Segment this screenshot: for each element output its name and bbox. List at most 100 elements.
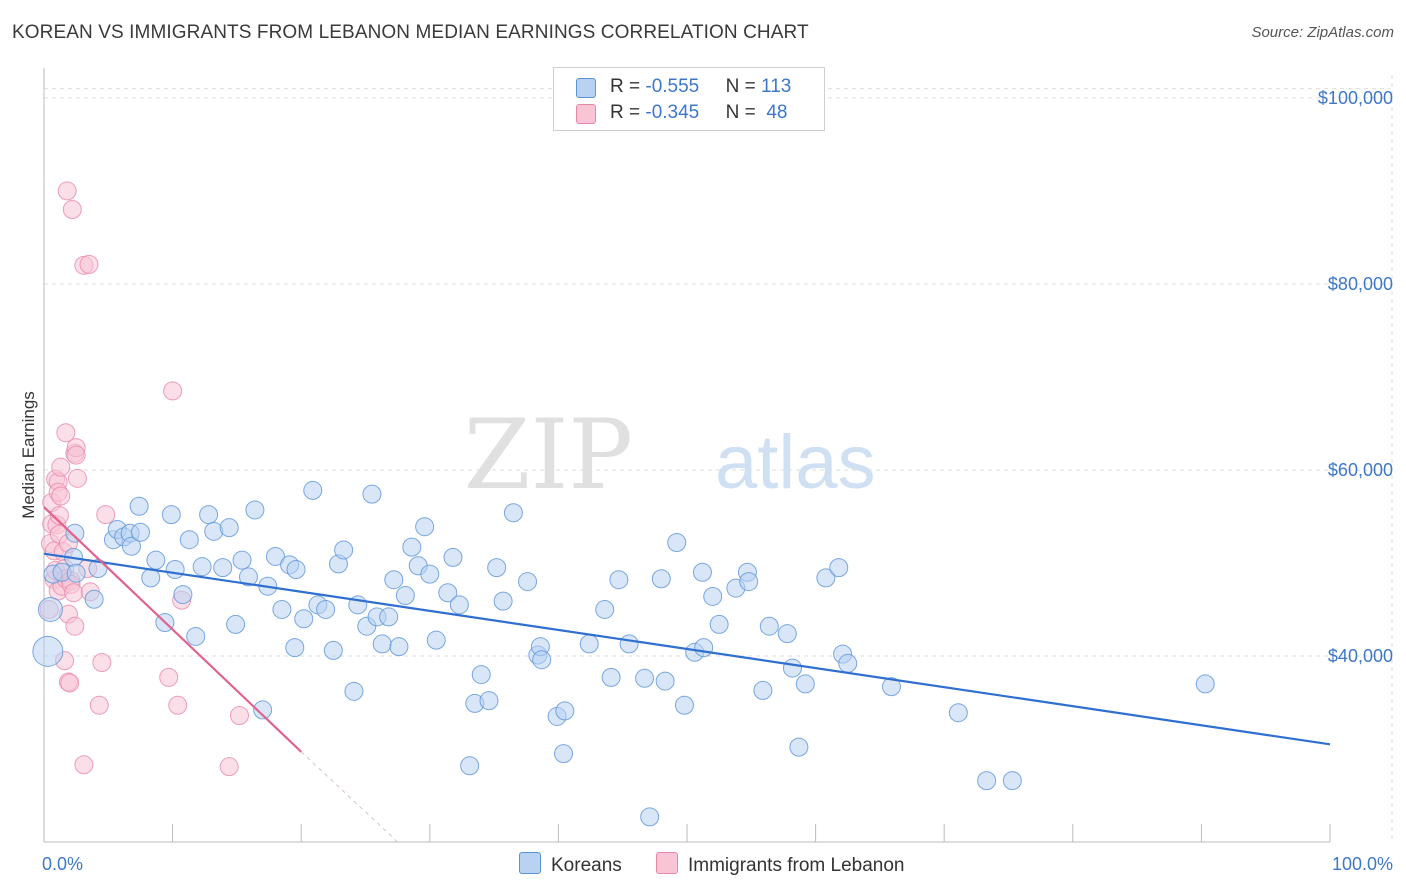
legend-r-label: R = <box>610 76 646 97</box>
korean-point <box>253 700 273 720</box>
korean-point <box>655 671 675 691</box>
korean-point <box>379 607 399 627</box>
lebanon-point <box>89 695 109 715</box>
korean-point <box>667 533 687 553</box>
korean-point <box>344 681 364 701</box>
korean-point <box>554 744 574 764</box>
korean-point <box>795 674 815 694</box>
korean-point <box>651 569 671 589</box>
korean-point <box>829 558 849 578</box>
lebanon-point <box>56 423 76 443</box>
lebanon-point <box>60 673 80 693</box>
y-tick-label: $80,000 <box>1328 274 1393 294</box>
korean-point <box>503 503 523 523</box>
korean-point <box>219 518 239 538</box>
korean-point <box>782 658 802 678</box>
x-tick-label-min: 0.0% <box>42 854 83 874</box>
korean-point <box>709 614 729 634</box>
korean-point <box>303 480 323 500</box>
korean-point <box>487 558 507 578</box>
watermark: ZIP atlas <box>464 399 876 511</box>
korean-point <box>739 572 759 592</box>
legend-n-label: N = <box>725 76 762 97</box>
korean-point <box>838 653 858 673</box>
korean-point <box>286 559 306 579</box>
korean-point <box>323 640 343 660</box>
korean-point <box>449 595 469 615</box>
korean-point <box>265 546 285 566</box>
korean-point <box>977 771 997 791</box>
lebanon-point <box>229 706 249 726</box>
lebanon-point <box>51 486 71 506</box>
korean-point <box>129 496 149 516</box>
lebanon-trend-line <box>43 506 302 753</box>
legend-swatch-koreans <box>576 78 596 98</box>
lebanon-point <box>96 505 116 525</box>
watermark-zip: ZIP <box>464 399 633 511</box>
legend: R = -0.555 N = 113 R = -0.345 N = 48 <box>553 67 825 131</box>
bottom-legend-swatch-koreans <box>519 852 541 874</box>
korean-point <box>213 558 233 578</box>
korean-point <box>285 638 305 658</box>
lebanon-point <box>51 457 71 477</box>
korean-trend-line <box>43 552 1331 746</box>
korean-point <box>595 599 615 619</box>
korean-point <box>238 567 258 587</box>
source-label: Source: ZipAtlas.com <box>1251 24 1394 41</box>
korean-point <box>130 522 150 542</box>
korean-point <box>555 701 575 721</box>
korean-point <box>460 756 480 776</box>
korean-point <box>415 517 435 537</box>
korean-point <box>692 562 712 582</box>
korean-point <box>179 530 199 550</box>
korean-point <box>640 807 660 827</box>
korean-point <box>426 630 446 650</box>
korean-point <box>226 614 246 634</box>
y-tick-label: $100,000 <box>1318 88 1393 108</box>
trend-lines <box>43 506 1331 843</box>
lebanon-trend-extension <box>300 751 398 843</box>
korean-point <box>759 616 779 636</box>
korean-point <box>518 572 538 592</box>
korean-point <box>84 589 104 609</box>
korean-point <box>1195 674 1215 694</box>
lebanon-point <box>57 181 77 201</box>
korean-point <box>389 637 409 657</box>
chart-title: KOREAN VS IMMIGRANTS FROM LEBANON MEDIAN… <box>12 22 809 43</box>
korean-point <box>316 599 336 619</box>
tick-labels: $40,000 $60,000 $80,000 $100,000 0.0% 100.0% <box>42 88 1393 874</box>
korean-point <box>619 634 639 654</box>
korean-point <box>753 680 773 700</box>
legend-r-value-koreans: -0.555 <box>645 76 700 97</box>
korean-point <box>245 500 265 520</box>
y-axis-label: Median Earnings <box>19 391 38 519</box>
bottom-legend-lebanon: Immigrants from Lebanon <box>656 852 905 877</box>
korean-point <box>65 523 85 543</box>
bottom-legend-label-koreans: Koreans <box>551 855 622 876</box>
korean-point <box>384 570 404 590</box>
lebanon-points <box>39 181 249 777</box>
korean-point <box>186 626 206 646</box>
lebanon-point <box>67 468 87 488</box>
korean-point <box>1002 771 1022 791</box>
y-tick-label: $60,000 <box>1328 460 1393 480</box>
korean-point <box>674 695 694 715</box>
lebanon-point <box>65 616 85 636</box>
x-tick-label-max: 100.0% <box>1332 854 1393 874</box>
korean-point <box>694 638 714 658</box>
korean-point <box>402 537 422 557</box>
korean-point <box>948 703 968 723</box>
legend-swatch-lebanon <box>576 104 596 124</box>
korean-point <box>362 484 382 504</box>
korean-point <box>635 668 655 688</box>
legend-n-value-koreans: 113 <box>761 76 792 97</box>
korean-point <box>609 570 629 590</box>
korean-point <box>165 559 185 579</box>
lebanon-point <box>66 445 86 465</box>
korean-point <box>232 550 252 570</box>
axes <box>43 68 1331 843</box>
korean-point <box>601 667 621 687</box>
lebanon-point <box>92 652 112 672</box>
legend-r-label: R = <box>610 102 646 123</box>
korean-point <box>146 550 166 570</box>
